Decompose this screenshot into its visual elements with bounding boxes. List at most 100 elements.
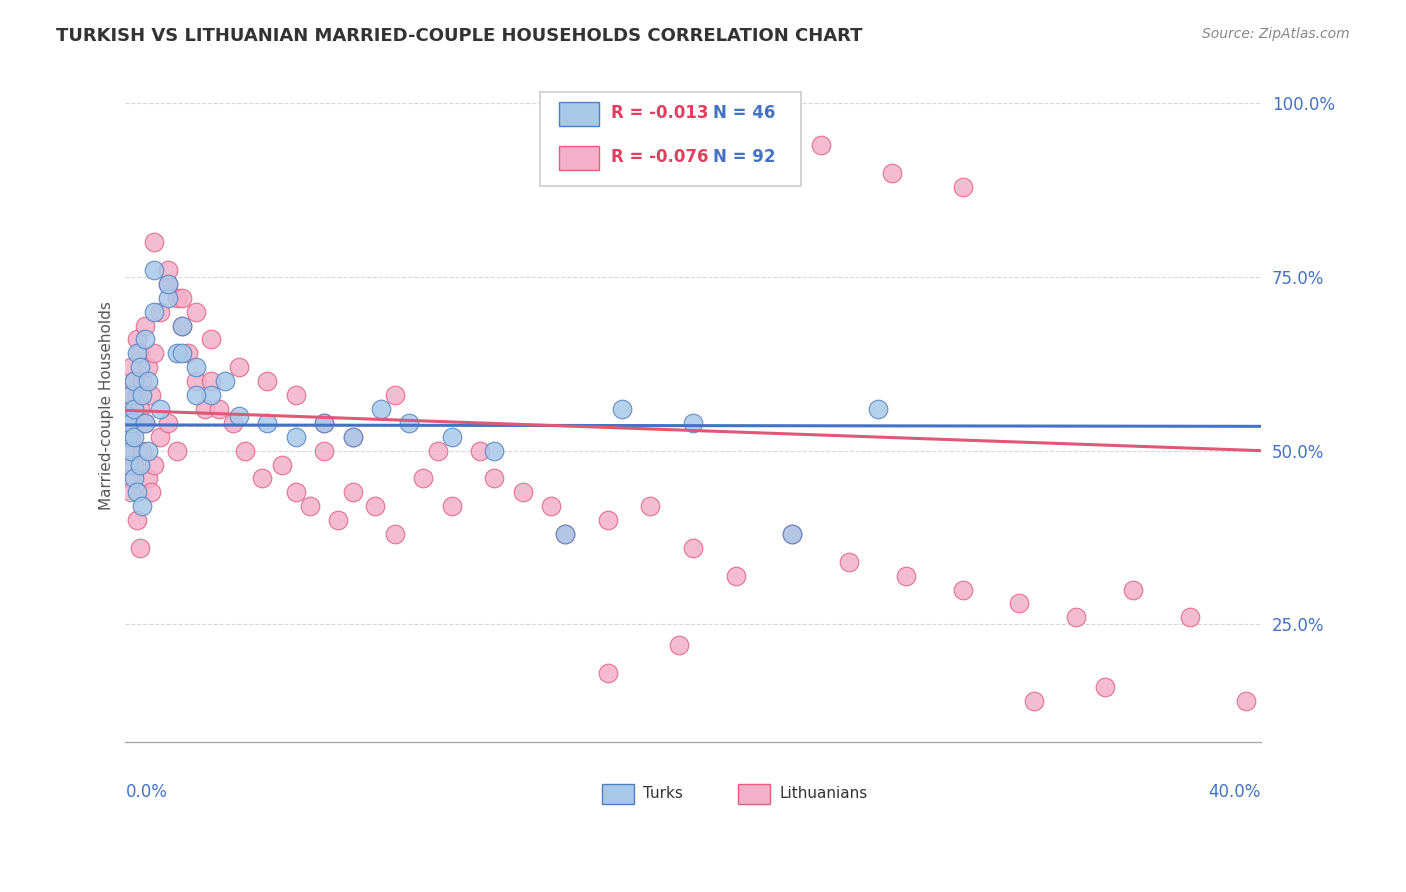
Point: [120, 360, 142, 375]
Point: [117, 458, 139, 472]
Point: [1122, 582, 1144, 597]
Point: [131, 388, 153, 402]
Point: [125, 333, 148, 347]
Point: [952, 179, 974, 194]
Point: [186, 388, 208, 402]
Text: 0.0%: 0.0%: [125, 783, 167, 801]
Point: [782, 527, 804, 541]
Point: [512, 485, 534, 500]
Point: [398, 416, 420, 430]
Point: [554, 527, 576, 541]
Point: [128, 360, 150, 375]
Point: [298, 500, 321, 514]
Point: [222, 416, 245, 430]
Point: [157, 291, 180, 305]
Point: [738, 110, 761, 124]
Point: [228, 409, 250, 423]
Point: [166, 291, 188, 305]
Point: [412, 471, 434, 485]
Point: [125, 513, 148, 527]
Point: [484, 471, 506, 485]
Point: [166, 443, 188, 458]
Point: [314, 416, 336, 430]
Point: [370, 401, 392, 416]
Point: [117, 416, 139, 430]
Point: [284, 388, 307, 402]
Point: [186, 304, 208, 318]
Point: [136, 443, 159, 458]
Point: [142, 263, 165, 277]
Point: [122, 374, 145, 388]
Text: Source: ZipAtlas.com: Source: ZipAtlas.com: [1202, 27, 1350, 41]
Point: [120, 443, 142, 458]
Point: [200, 388, 222, 402]
Point: [134, 333, 156, 347]
Point: [186, 374, 208, 388]
Point: [148, 401, 170, 416]
Bar: [560, 146, 599, 169]
Point: [125, 485, 148, 500]
Point: [117, 388, 139, 402]
Point: [142, 346, 165, 360]
Point: [172, 318, 194, 333]
Point: [131, 443, 153, 458]
Point: [328, 513, 350, 527]
Text: Lithuanians: Lithuanians: [779, 786, 868, 801]
Point: [208, 401, 231, 416]
Point: [117, 409, 139, 423]
Text: N = 46: N = 46: [713, 104, 776, 122]
Bar: [560, 103, 599, 126]
Point: [1178, 610, 1201, 624]
Point: [782, 527, 804, 541]
Point: [148, 304, 170, 318]
Point: [131, 500, 153, 514]
Point: [880, 166, 903, 180]
Point: [384, 388, 406, 402]
Point: [122, 430, 145, 444]
Point: [194, 401, 217, 416]
Point: [142, 458, 165, 472]
Point: [172, 318, 194, 333]
Point: [256, 416, 278, 430]
Point: [540, 500, 562, 514]
Y-axis label: Married-couple Households: Married-couple Households: [100, 301, 114, 510]
Text: Turks: Turks: [643, 786, 683, 801]
Point: [120, 430, 142, 444]
Point: [270, 458, 292, 472]
Point: [1236, 694, 1258, 708]
Point: [139, 388, 162, 402]
Point: [117, 471, 139, 485]
Point: [166, 346, 188, 360]
Point: [120, 485, 142, 500]
Point: [1008, 597, 1031, 611]
Point: [342, 430, 364, 444]
Point: [952, 582, 974, 597]
Point: [682, 541, 704, 555]
Text: R = -0.076: R = -0.076: [612, 148, 709, 166]
Point: [131, 374, 153, 388]
Point: [668, 638, 690, 652]
Bar: [738, 784, 770, 805]
Point: [640, 500, 662, 514]
Point: [314, 443, 336, 458]
Point: [172, 291, 194, 305]
Point: [134, 416, 156, 430]
Point: [136, 374, 159, 388]
Point: [682, 416, 704, 430]
Point: [177, 346, 200, 360]
Point: [136, 360, 159, 375]
Point: [134, 416, 156, 430]
Point: [136, 471, 159, 485]
Point: [117, 430, 139, 444]
Point: [484, 443, 506, 458]
Point: [256, 374, 278, 388]
Point: [122, 458, 145, 472]
Point: [122, 416, 145, 430]
Point: [200, 333, 222, 347]
Point: [200, 374, 222, 388]
Point: [554, 527, 576, 541]
Point: [284, 485, 307, 500]
Point: [866, 401, 889, 416]
Point: [214, 374, 236, 388]
Point: [172, 346, 194, 360]
